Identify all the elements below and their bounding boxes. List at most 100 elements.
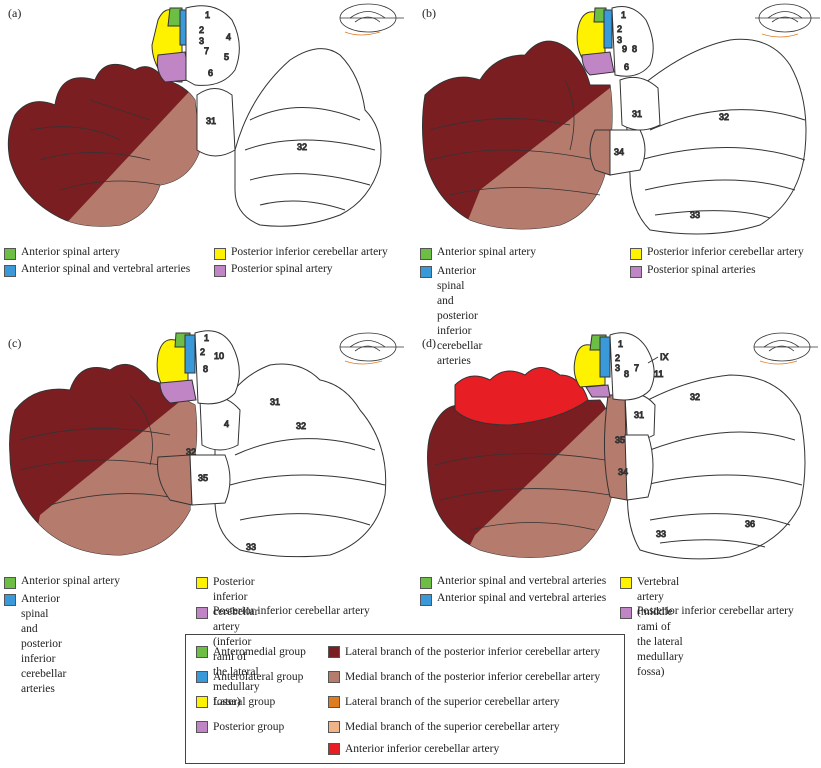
key-item-posterior: Posterior group (196, 721, 284, 733)
cerebellum-right-hemisphere-a: 32 (234, 48, 382, 227)
num-d-35: 35 (615, 435, 625, 445)
legend-swatch (630, 248, 642, 260)
legend-d-item-2: Anterior spinal and vertebral arteries (420, 592, 606, 606)
legend-c-item-1: Anterior spinal artery (4, 575, 120, 589)
cerebellum-right-hemisphere-b: 32 33 (624, 38, 807, 235)
num-b-32: 32 (719, 112, 729, 122)
key-swatch (328, 721, 340, 733)
key-swatch (196, 721, 208, 733)
num-b-2: 2 (617, 24, 622, 34)
num-d-3: 3 (615, 363, 620, 373)
num-d-IX: IX (660, 352, 669, 362)
legend-a-item-3: Posterior inferior cerebellar artery (214, 246, 388, 260)
num-c-32-a: 31 (270, 397, 280, 407)
num-c-34: 35 (198, 473, 208, 483)
legend-swatch (420, 248, 432, 260)
legend-swatch (4, 265, 16, 277)
legend-a-item-2: Anterior spinal and vertebral arteries (4, 263, 190, 277)
key-item-aica: Anterior inferior cerebellar artery (328, 743, 499, 755)
cerebellum-right-hemisphere-c: 31 32 33 (214, 363, 387, 558)
legend-swatch (214, 265, 226, 277)
key-item-pica-lateral: Lateral branch of the posterior inferior… (328, 646, 600, 658)
key-swatch (196, 646, 208, 658)
num-d-33: 33 (656, 529, 666, 539)
legend-swatch (420, 577, 432, 589)
num-b-31: 31 (632, 109, 642, 119)
vermis-d: 31 35 34 (603, 393, 656, 501)
num-a-5: 5 (224, 52, 229, 62)
panel-a-label: (a) (8, 6, 22, 20)
key-item-sca-medial: Medial branch of the superior cerebellar… (328, 721, 560, 733)
num-a-1: 1 (205, 10, 210, 20)
cerebellum-right-hemisphere-d: 32 33 36 (627, 374, 806, 560)
medulla-section-c: 1 2 10 8 (156, 330, 240, 405)
legend-swatch (196, 577, 208, 589)
legend-c-item-2: Anterior spinal and posterior inferior c… (4, 592, 66, 697)
num-d-36: 36 (745, 519, 755, 529)
num-a-32: 32 (297, 142, 307, 152)
cerebellum-left-hemisphere-b (422, 40, 613, 230)
num-b-33: 33 (690, 210, 700, 220)
key-item-anterolateral: Anterolateral group (196, 671, 303, 683)
key-swatch (328, 646, 340, 658)
legend-swatch (4, 248, 16, 260)
legend-d-item-3: Vertebral artery (middle rami of the lat… (620, 575, 684, 680)
num-c-32-b: 32 (296, 421, 306, 431)
num-d-34: 34 (618, 467, 628, 477)
legend-d-item-1: Anterior spinal and vertebral arteries (420, 575, 606, 589)
num-d-8: 8 (624, 369, 629, 379)
legend-b-item-2: Anterior spinal and posterior inferior c… (420, 264, 482, 369)
num-b-8: 8 (632, 44, 637, 54)
num-d-7: 7 (634, 363, 639, 373)
orientation-thumbnail-a (339, 3, 404, 36)
key-item-anteromedial: Anteromedial group (196, 646, 306, 658)
color-key: Anteromedial group Anterolateral group L… (185, 634, 625, 764)
num-a-6: 6 (208, 68, 213, 78)
legend-swatch (4, 577, 16, 589)
key-item-pica-medial: Medial branch of the posterior inferior … (328, 671, 600, 683)
num-b-34: 34 (614, 147, 624, 157)
panel-b-diagram: 32 33 31 34 1 2 3 8 9 6 (422, 3, 820, 235)
num-c-35: 32 (186, 447, 196, 457)
num-d-1: 1 (618, 339, 623, 349)
legend-swatch (620, 577, 632, 589)
num-d-31: 31 (634, 410, 644, 420)
num-b-1: 1 (621, 10, 626, 20)
panel-d-label: (d) (422, 336, 436, 350)
num-c-8: 8 (203, 364, 208, 374)
key-swatch (328, 696, 340, 708)
num-d-2: 2 (615, 353, 620, 363)
orientation-thumbnail-d (753, 332, 818, 365)
legend-b-item-3: Posterior inferior cerebellar artery (630, 246, 804, 260)
num-b-9: 9 (622, 44, 627, 54)
num-a-3: 3 (199, 36, 204, 46)
medulla-section-d: 1 2 3 8 7 IX 11 (573, 332, 669, 401)
legend-swatch (214, 248, 226, 260)
cerebellum-left-hemisphere-c (9, 363, 198, 556)
key-item-sca-lateral: Lateral branch of the superior cerebella… (328, 696, 560, 708)
orientation-thumbnail-c (339, 332, 404, 365)
legend-swatch (420, 266, 432, 278)
legend-swatch (4, 594, 16, 606)
key-item-lateral: Lateral group (196, 696, 275, 708)
vermis-c: 4 32 35 (157, 396, 241, 506)
orientation-thumbnail-b (755, 3, 820, 38)
num-b-6: 6 (624, 62, 629, 72)
legend-swatch (630, 266, 642, 278)
legend-c-item-4: Posterior inferior cerebellar artery (196, 605, 370, 619)
panel-a-diagram: 32 31 1 2 3 7 4 5 6 (7, 3, 404, 227)
num-c-10: 10 (214, 351, 224, 361)
num-a-4: 4 (226, 32, 231, 42)
key-swatch (328, 743, 340, 755)
num-a-2: 2 (199, 25, 204, 35)
legend-swatch (620, 607, 632, 619)
legend-swatch (196, 607, 208, 619)
cerebellum-left-hemisphere-d (427, 367, 617, 558)
legend-a-item-1: Anterior spinal artery (4, 246, 120, 260)
num-c-33: 33 (246, 542, 256, 552)
num-a-7: 7 (204, 46, 209, 56)
legend-c-item-3: Posterior inferior cerebellar artery (in… (196, 575, 260, 710)
vermis-b: 31 34 (589, 76, 661, 176)
medulla-section-b: 1 2 3 8 9 6 (576, 6, 654, 77)
legend-a-item-4: Posterior spinal artery (214, 263, 333, 277)
